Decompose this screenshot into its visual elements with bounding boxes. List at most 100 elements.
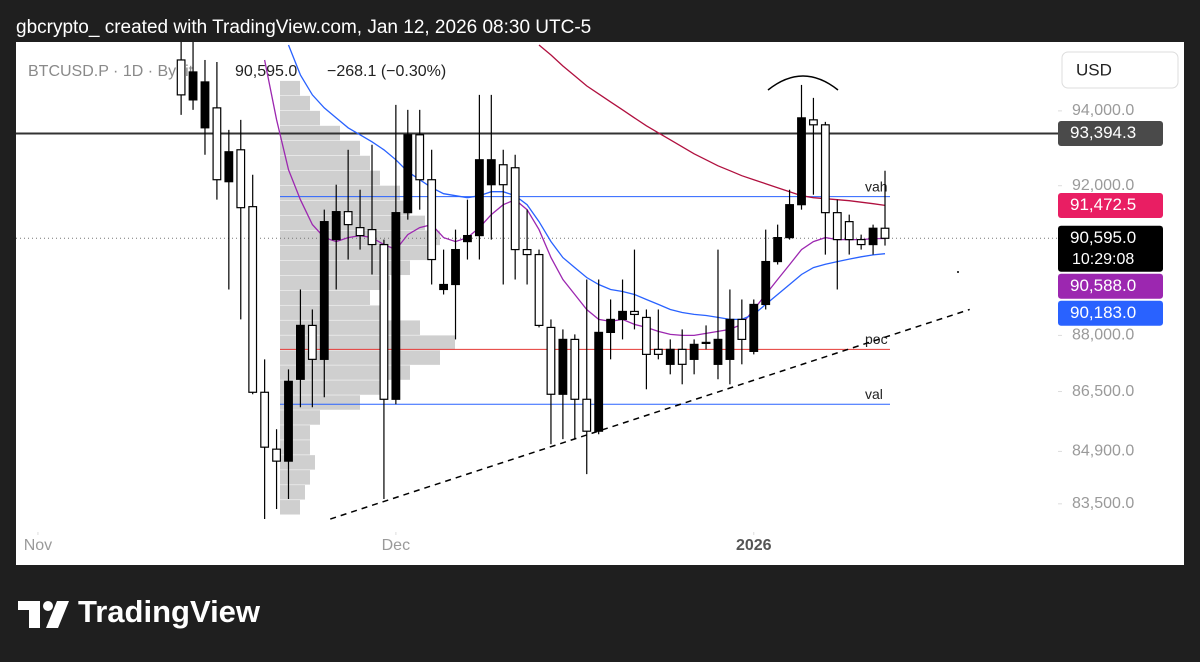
symbol: BTCUSD.P · 1D · Bybit	[28, 63, 194, 80]
candle-body	[391, 212, 401, 400]
currency: USD	[1076, 60, 1112, 79]
price-label-box	[1058, 121, 1163, 147]
candle-body	[236, 149, 246, 209]
candle-body	[868, 227, 878, 246]
price-label-box	[1058, 300, 1163, 326]
plot: vah poc val	[16, 42, 1058, 520]
logo-mark	[18, 601, 40, 628]
candle-body	[474, 159, 484, 237]
volume-profile-bar	[280, 170, 380, 186]
candle-body	[677, 348, 687, 365]
header: gbcrypto_ created with TradingView.com, …	[16, 17, 591, 38]
candle-body	[463, 234, 472, 243]
volume-profile-bar	[280, 485, 305, 500]
candle-body	[856, 238, 866, 246]
candle-body	[331, 211, 341, 241]
y-tick-label: 83,500.0	[1072, 495, 1134, 512]
y-tick-label: 88,000.0	[1072, 327, 1134, 344]
volume-profile-bar	[280, 380, 380, 395]
price-label-box	[1058, 273, 1163, 299]
x-tick-label: 2026	[736, 537, 772, 554]
candle-body	[630, 310, 639, 316]
volume-profile-bar	[280, 80, 300, 96]
volume-profile-bar	[280, 245, 430, 261]
y-tick-label: 86,500.0	[1072, 383, 1134, 400]
candle-body	[558, 338, 568, 395]
candle-body	[307, 324, 317, 360]
candle-body	[749, 303, 759, 352]
candle-body	[689, 343, 699, 360]
candle-body	[570, 338, 580, 400]
candle-body	[761, 260, 771, 306]
candle-body	[451, 248, 460, 286]
candle-body	[582, 398, 592, 432]
candle-body	[200, 81, 210, 129]
candle-body	[546, 326, 556, 395]
candle-body	[653, 348, 663, 355]
volume-profile-bar	[280, 110, 320, 126]
candle-body	[510, 167, 520, 251]
candle-body	[594, 331, 604, 432]
level-label: poc	[865, 331, 888, 347]
candle-body	[725, 318, 735, 360]
candle-body	[737, 318, 747, 341]
candle-body	[439, 283, 449, 291]
logo	[18, 601, 69, 628]
candle-body	[272, 448, 281, 462]
countdown: 10:29:08	[1072, 251, 1134, 268]
axis: 94,000.0 92,000.0 88,000.0 86,500.0 84,900.0…	[24, 102, 1163, 554]
logo-slash	[46, 601, 69, 628]
change: −268.1 (−0.30%)	[327, 63, 446, 80]
candle-body	[844, 221, 854, 241]
price-label: 90,595.0	[1070, 228, 1136, 247]
candle-body	[296, 324, 305, 380]
candle-body	[618, 310, 627, 321]
x-tick-label: Dec	[382, 537, 410, 554]
candle-body	[773, 237, 783, 263]
level-label: val	[865, 386, 883, 402]
volume-profile-bar	[280, 335, 455, 350]
x-tick-label: Nov	[24, 537, 52, 554]
candle-body	[248, 206, 258, 393]
price-label: 93,394.3	[1070, 123, 1136, 142]
price-label: 90,588.0	[1070, 276, 1136, 295]
ma-line	[287, 44, 886, 321]
candle-body	[809, 119, 818, 126]
candle-body	[188, 71, 198, 101]
candle-body	[606, 318, 616, 334]
candle-body	[797, 117, 806, 206]
dot	[957, 271, 959, 273]
logo-dot	[43, 601, 53, 611]
y-tick-label: 94,000.0	[1072, 102, 1134, 119]
volume-profile-bar	[280, 275, 390, 290]
price-label: 91,472.5	[1070, 195, 1136, 214]
volume-profile-bar	[280, 470, 310, 485]
candle-body	[880, 227, 890, 239]
candle-body	[343, 211, 353, 226]
candle-body	[224, 151, 234, 183]
candle-body	[284, 380, 293, 462]
trendline	[330, 308, 970, 520]
price-label-box	[1058, 192, 1163, 218]
candle-body	[498, 164, 508, 186]
candle-body	[820, 124, 830, 214]
currency-box[interactable]	[1061, 51, 1179, 89]
candle-body	[534, 253, 544, 327]
volume-profile-bar	[280, 155, 370, 171]
y-tick-label: 84,900.0	[1072, 443, 1134, 460]
chart-area	[16, 42, 1184, 565]
price-label: 90,183.0	[1070, 303, 1136, 322]
candle-body	[832, 212, 842, 241]
candle-body	[701, 341, 711, 344]
candle-body	[260, 391, 270, 448]
candle-body	[486, 159, 496, 186]
volume-profile-bar	[280, 305, 380, 320]
candle-body	[379, 243, 389, 400]
y-tick-label: 92,000.0	[1072, 177, 1134, 194]
candle-body	[367, 229, 377, 246]
candle-body	[403, 134, 413, 214]
candle-body	[355, 227, 365, 237]
level-label: vah	[865, 178, 888, 194]
